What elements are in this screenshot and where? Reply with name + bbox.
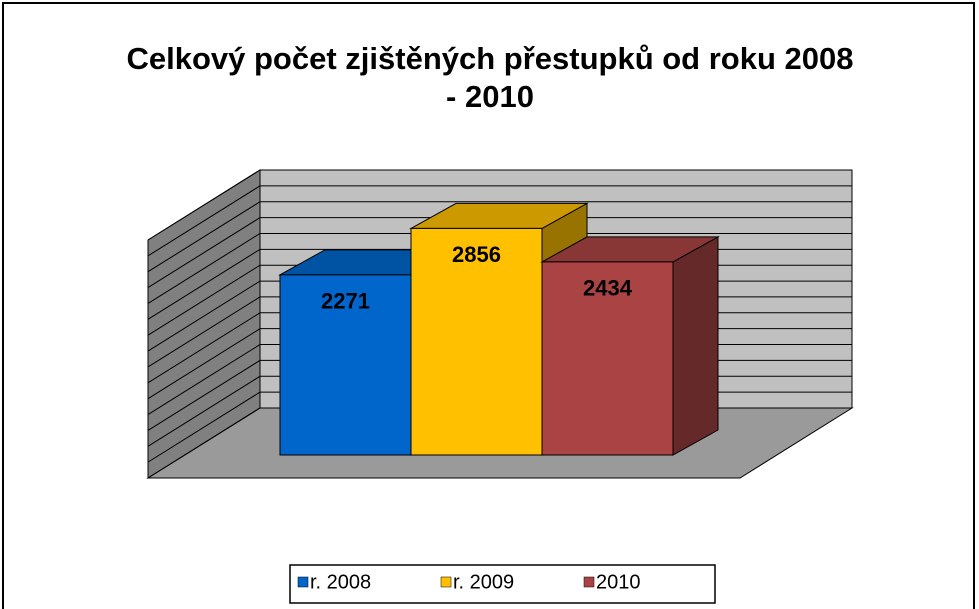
legend-swatch [583,576,595,588]
bar [279,274,412,456]
grid-line [147,185,852,257]
grid-line [147,217,852,289]
plot-area: 2271 2856 2434 [146,169,854,479]
bar [410,227,543,456]
legend-label: 2010 [596,571,641,593]
chart-title: Celkový počet zjištěných přestupků od ro… [126,41,854,114]
legend-swatch [297,576,309,588]
grid-line [147,169,852,241]
data-label: 2856 [452,242,501,267]
legend: r. 2008 r. 2009 2010 [297,571,641,593]
bar-3d: 2434 [540,236,720,456]
legend-box [289,564,716,604]
legend-label: r. 2008 [310,571,371,593]
data-label: 2434 [583,276,633,301]
bar-side [672,236,719,456]
grid-line [147,201,852,273]
bar [541,261,674,456]
legend-label: r. 2009 [453,571,514,593]
data-label: 2271 [321,289,370,314]
grid-line [147,232,852,304]
legend-swatch [440,576,452,588]
